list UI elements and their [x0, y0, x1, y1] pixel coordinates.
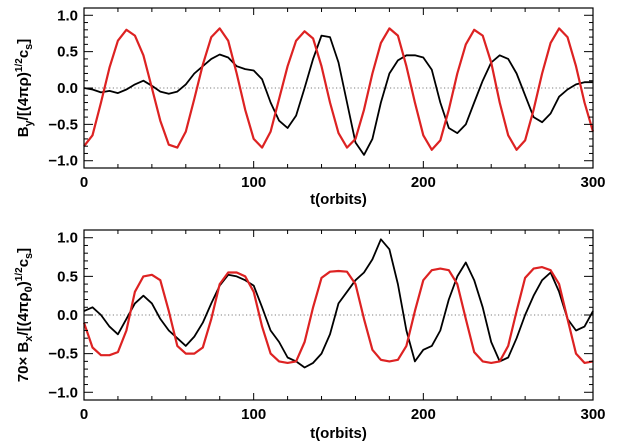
y-tick-label: 1.0	[57, 7, 78, 24]
y-axis-title-part-tail: c	[15, 50, 32, 58]
y-axis-title-part-sub3: 0	[23, 286, 35, 292]
x-axis-title: t(orbits)	[310, 191, 367, 208]
x-tick-label: 200	[411, 406, 436, 423]
y-tick-label: −1.0	[48, 153, 78, 170]
y-axis-title-part-tail: c	[15, 259, 32, 267]
y-tick-label: −0.5	[48, 346, 78, 363]
y-tick-label: −0.5	[48, 116, 78, 133]
y-tick-label: 0.0	[57, 80, 78, 97]
y-axis-title-part-base: B	[15, 126, 32, 137]
y-axis-title: By/[(4πρ)1/2cs]	[14, 39, 35, 138]
top-panel: 0 100 200 300 −1.0 −0.5 0.0 0.5 1.0 t(orbits) By/[…	[14, 7, 606, 208]
y-axis-title-part-sub2: s	[23, 253, 35, 259]
series-line-red	[83, 27, 595, 151]
x-tick-label: 100	[241, 406, 266, 423]
y-axis-title-part-sup: 1/2	[14, 267, 25, 281]
x-tick-label: 100	[241, 174, 266, 191]
y-tick-label: 0.5	[57, 44, 78, 61]
x-axis-title: t(orbits)	[310, 425, 367, 442]
y-tick-label: 0.0	[57, 307, 78, 324]
series-line-red	[82, 266, 594, 364]
x-tick-label: 300	[580, 174, 605, 191]
y-tick-label: −1.0	[48, 384, 78, 401]
y-axis-title-part-sub: x	[23, 335, 35, 342]
y-tick-label: 1.0	[57, 230, 78, 247]
y-axis-title-part-base: 70× B	[15, 342, 32, 383]
y-axis-title-part-end: ]	[15, 39, 32, 44]
y-axis-title: 70× Bx/[(4πρ0)1/2cs]	[14, 248, 35, 382]
y-tick-label: 0.5	[57, 268, 78, 285]
x-tick-label: 300	[580, 406, 605, 423]
y-axis-title-part-end: ]	[15, 248, 32, 253]
bottom-panel: 0 100 200 300 −1.0 −0.5 0.0 0.5 1.0 t(orbits) 70× …	[14, 229, 606, 442]
series-line-black	[83, 238, 594, 369]
series-line-black	[83, 34, 593, 156]
y-axis-title-part-sub: y	[23, 119, 35, 126]
x-tick-label: 0	[80, 174, 88, 191]
y-axis-title-part-mid: /[(4πρ	[15, 292, 32, 335]
x-tick-label: 0	[80, 406, 88, 423]
y-axis-title-part-mid: /[(4πρ)	[15, 72, 32, 120]
y-axis-title-part-mid2: )	[15, 281, 32, 286]
x-tick-label: 200	[411, 174, 436, 191]
y-axis-title-part-sup: 1/2	[14, 58, 25, 72]
y-axis-title-part-sub2: s	[23, 44, 35, 50]
